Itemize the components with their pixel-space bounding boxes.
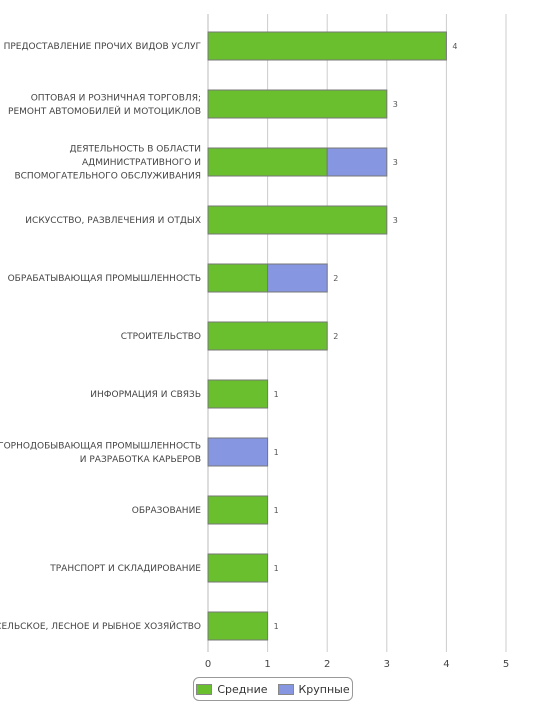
legend-swatch-series-1 <box>277 683 294 695</box>
x-tick-label-5: 5 <box>503 659 509 670</box>
bar-7-series-1 <box>207 437 269 467</box>
value-label-8: 1 <box>274 506 279 515</box>
value-label-9: 1 <box>274 564 279 573</box>
x-tick-label-2: 2 <box>324 659 330 670</box>
x-tick-label-1: 1 <box>264 659 270 670</box>
x-tick-label-4: 4 <box>443 659 449 670</box>
bar-2-series-0 <box>207 147 328 177</box>
category-label-8-line-0: ОБРАЗОВАНИЕ <box>132 506 202 516</box>
value-label-0: 4 <box>452 42 457 51</box>
category-label-4-line-0: ОБРАБАТЫВАЮЩАЯ ПРОМЫШЛЕННОСТЬ <box>8 274 201 284</box>
value-label-2: 3 <box>393 158 398 167</box>
category-label-7-line-0: ГОРНОДОБЫВАЮЩАЯ ПРОМЫШЛЕННОСТЬ <box>0 441 201 451</box>
category-label-3-line-0: ИСКУССТВО, РАЗВЛЕЧЕНИЯ И ОТДЫХ <box>25 216 201 226</box>
category-label-5-line-0: СТРОИТЕЛЬСТВО <box>121 332 201 342</box>
value-label-1: 3 <box>393 100 398 109</box>
bar-10-series-0 <box>207 611 269 641</box>
value-label-4: 2 <box>333 274 338 283</box>
bar-5-series-0 <box>207 321 328 351</box>
category-label-2-line-0: ДЕЯТЕЛЬНОСТЬ В ОБЛАСТИ <box>70 145 202 155</box>
category-label-0-line-0: ПРЕДОСТАВЛЕНИЕ ПРОЧИХ ВИДОВ УСЛУГ <box>4 42 201 52</box>
value-label-6: 1 <box>274 390 279 399</box>
legend-label-series-1: Крупные <box>298 682 350 696</box>
category-label-10-line-0: СЕЛЬСКОЕ, ЛЕСНОЕ И РЫБНОЕ ХОЗЯЙСТВО <box>0 620 201 632</box>
category-label-9-line-0: ТРАНСПОРТ И СКЛАДИРОВАНИЕ <box>49 564 201 574</box>
category-label-1-line-0: ОПТОВАЯ И РОЗНИЧНАЯ ТОРГОВЛЯ; <box>31 93 201 103</box>
chart-legend: Средние Крупные <box>193 677 353 701</box>
value-label-3: 3 <box>393 216 398 225</box>
value-label-10: 1 <box>274 622 279 631</box>
category-label-2-line-2: ВСПОМОГАТЕЛЬНОГО ОБСЛУЖИВАНИЯ <box>14 172 201 182</box>
x-tick-label-0: 0 <box>205 659 211 670</box>
legend-label-series-0: Средние <box>217 682 268 696</box>
category-label-2-line-1: АДМИНИСТРАТИВНОГО И <box>82 158 201 168</box>
bar-1-series-0 <box>207 89 388 119</box>
bar-4-series-1 <box>267 263 328 293</box>
bar-6-series-0 <box>207 379 269 409</box>
bar-3-series-0 <box>207 205 388 235</box>
bar-0-series-0 <box>207 31 447 61</box>
bar-8-series-0 <box>207 495 269 525</box>
value-label-5: 2 <box>333 332 338 341</box>
bar-4-series-0 <box>207 263 269 293</box>
bar-9-series-0 <box>207 553 269 583</box>
category-label-7-line-1: И РАЗРАБОТКА КАРЬЕРОВ <box>80 455 201 465</box>
category-label-1-line-1: РЕМОНТ АВТОМОБИЛЕЙ И МОТОЦИКЛОВ <box>8 105 201 117</box>
category-label-6-line-0: ИНФОРМАЦИЯ И СВЯЗЬ <box>90 390 201 400</box>
legend-item-series-0[interactable]: Средние <box>196 682 268 696</box>
value-label-7: 1 <box>274 448 279 457</box>
legend-swatch-series-0 <box>196 683 213 695</box>
bar-2-series-1 <box>326 147 388 177</box>
x-tick-label-3: 3 <box>384 659 390 670</box>
legend-item-series-1[interactable]: Крупные <box>277 682 350 696</box>
